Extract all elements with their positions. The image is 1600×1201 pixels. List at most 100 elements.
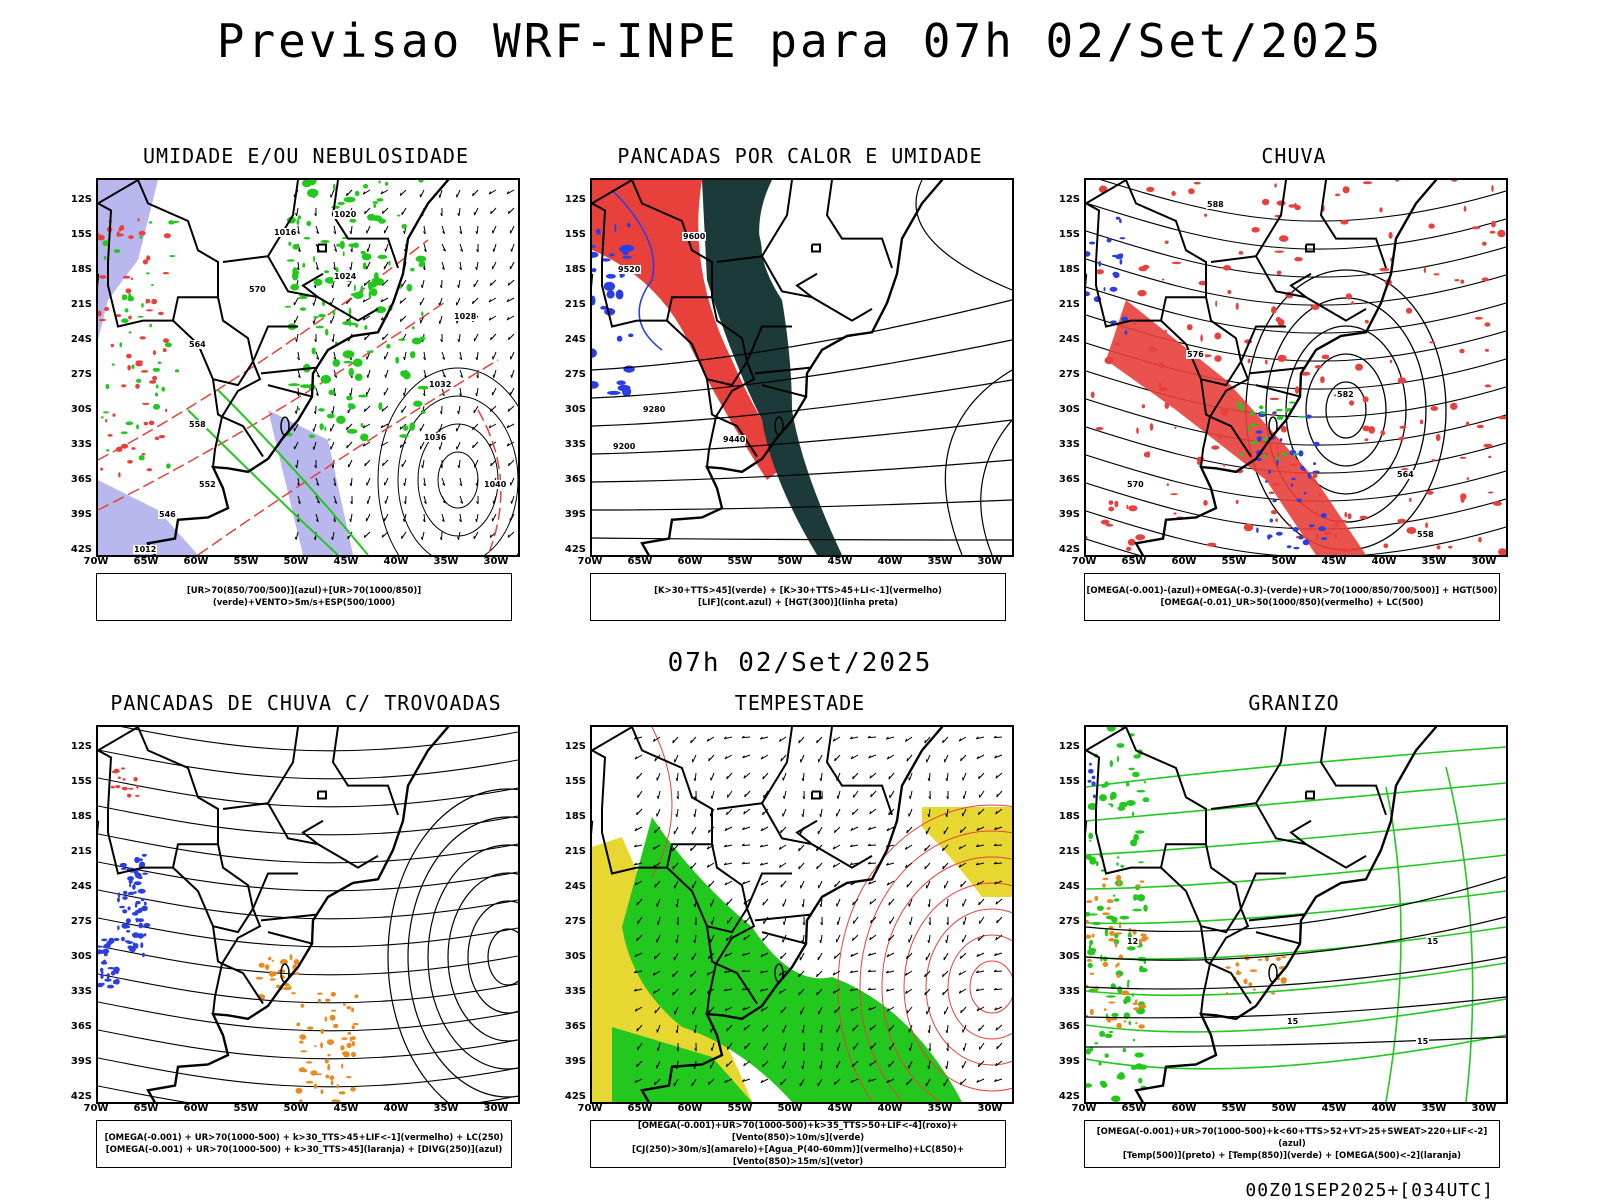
lat-tick-label: 33S [1050,439,1080,450]
lon-tick-label: 30W [975,556,1005,567]
lat-tick-label: 36S [556,474,586,485]
lat-tick-label: 27S [62,369,92,380]
isoline-label: 15 [1416,1037,1429,1046]
isoline-label: 9600 [682,232,706,241]
isoline-label: 15 [1426,937,1439,946]
isoline-label: 1024 [333,272,357,281]
lat-tick-label: 15S [62,229,92,240]
lon-tick-label: 35W [431,556,461,567]
lon-tick-label: 45W [1319,1103,1349,1114]
lat-tick-label: 15S [556,776,586,787]
isoline-label: 9440 [722,435,746,444]
lon-tick-label: 70W [81,556,111,567]
lat-tick-label: 12S [556,741,586,752]
legend-line: [OMEGA(-0.001)+UR>70(1000-500)+k>35_TTS>… [591,1120,1005,1144]
lat-tick-label: 33S [62,439,92,450]
legend-line: [OMEGA(-0.001)-(azul)+OMEGA(-0.3)-(verde… [1087,585,1498,597]
lat-tick-label: 15S [1050,776,1080,787]
lon-tick-label: 40W [1369,1103,1399,1114]
lat-tick-label: 39S [62,509,92,520]
map-panel-5 [590,725,1014,1104]
lat-tick-label: 42S [556,544,586,555]
legend-box-2: [K>30+TTS>45](verde) + [K>30+TTS>45+LI<-… [590,573,1006,621]
lat-tick-label: 21S [1050,299,1080,310]
panel-title-2: PANCADAS POR CALOR E UMIDADE [590,144,1010,168]
panel-title-6: GRANIZO [1084,691,1504,715]
panel-title-1: UMIDADE E/OU NEBULOSIDADE [96,144,516,168]
lat-tick-label: 21S [62,299,92,310]
lon-tick-label: 50W [1269,1103,1299,1114]
panel-title-5: TEMPESTADE [590,691,1010,715]
lon-tick-label: 35W [925,1103,955,1114]
lat-tick-label: 30S [62,951,92,962]
lat-tick-label: 15S [1050,229,1080,240]
lon-tick-label: 65W [625,556,655,567]
isoline-label: 564 [188,340,207,349]
lat-tick-label: 42S [1050,544,1080,555]
lat-tick-label: 42S [1050,1091,1080,1102]
lat-tick-label: 36S [556,1021,586,1032]
lon-tick-label: 50W [1269,556,1299,567]
lon-tick-label: 40W [875,1103,905,1114]
lat-tick-label: 18S [1050,811,1080,822]
lat-tick-label: 30S [556,404,586,415]
lon-tick-label: 35W [925,556,955,567]
map-panel-4 [96,725,520,1104]
isoline-label: 1032 [428,380,452,389]
lat-tick-label: 27S [1050,916,1080,927]
lon-tick-label: 30W [1469,556,1499,567]
lat-tick-label: 21S [556,846,586,857]
isoline-label: 546 [158,510,177,519]
lat-tick-label: 21S [62,846,92,857]
isoline-label: 9520 [617,265,641,274]
lon-tick-label: 50W [775,556,805,567]
lat-tick-label: 24S [62,334,92,345]
isoline-label: 9280 [642,405,666,414]
lon-tick-label: 55W [1219,556,1249,567]
lat-tick-label: 18S [556,264,586,275]
legend-line: [OMEGA(-0.01)_UR>50(1000/850)(vermelho) … [1160,597,1423,609]
lon-tick-label: 45W [331,556,361,567]
lat-tick-label: 30S [556,951,586,962]
lon-tick-label: 65W [1119,1103,1149,1114]
lat-tick-label: 42S [62,1091,92,1102]
lon-tick-label: 30W [481,556,511,567]
lat-tick-label: 12S [62,741,92,752]
lon-tick-label: 60W [1169,556,1199,567]
lat-tick-label: 24S [556,881,586,892]
lat-tick-label: 39S [556,509,586,520]
lon-tick-label: 65W [131,556,161,567]
lon-tick-label: 60W [181,556,211,567]
legend-line: [K>30+TTS>45](verde) + [K>30+TTS>45+LI<-… [654,585,942,597]
legend-box-5: [OMEGA(-0.001)+UR>70(1000-500)+k>35_TTS>… [590,1120,1006,1168]
lon-tick-label: 70W [575,556,605,567]
map-panel-2: 960095209440936092809200 [590,178,1014,557]
lon-tick-label: 55W [231,1103,261,1114]
lat-tick-label: 39S [1050,509,1080,520]
lon-tick-label: 60W [181,1103,211,1114]
lat-tick-label: 30S [62,404,92,415]
lon-tick-label: 70W [81,1103,111,1114]
lat-tick-label: 18S [62,811,92,822]
isoline-label: 588 [1206,200,1225,209]
lat-tick-label: 27S [1050,369,1080,380]
lon-tick-label: 40W [381,1103,411,1114]
isoline-label: 1036 [423,433,447,442]
lon-tick-label: 35W [1419,556,1449,567]
legend-box-4: [OMEGA(-0.001) + UR>70(1000-500) + k>30_… [96,1120,512,1168]
lon-tick-label: 60W [675,556,705,567]
lon-tick-label: 65W [131,1103,161,1114]
lon-tick-label: 55W [725,1103,755,1114]
lat-tick-label: 18S [556,811,586,822]
legend-line: [LIF](cont.azul) + [HGT(300)](linha pret… [698,597,898,609]
lat-tick-label: 30S [1050,951,1080,962]
page-title: Previsao WRF-INPE para 07h 02/Set/2025 [0,14,1600,68]
run-id: 00Z01SEP2025+[034UTC] [1245,1180,1494,1201]
isoline-label: 564 [1396,470,1415,479]
lon-tick-label: 40W [875,556,905,567]
lat-tick-label: 24S [1050,881,1080,892]
lon-tick-label: 40W [1369,556,1399,567]
lat-tick-label: 27S [62,916,92,927]
